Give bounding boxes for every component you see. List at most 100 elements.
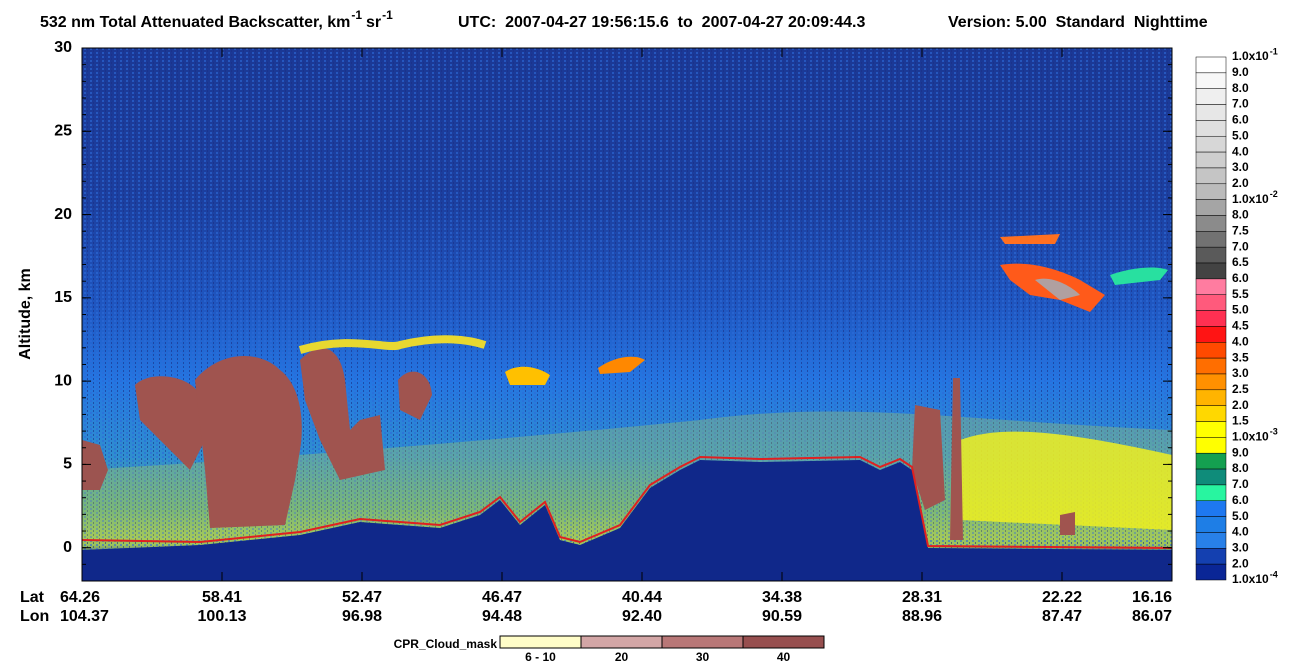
colorbar-label: 8.0 <box>1232 461 1249 475</box>
colorbar-band <box>1195 88 1227 105</box>
ground <box>82 460 1172 581</box>
lon-label: 92.40 <box>622 608 662 625</box>
colorbar-band <box>1195 326 1227 343</box>
cloud <box>912 405 945 510</box>
colorbar-band <box>1195 294 1227 311</box>
colorbar-band <box>1195 167 1227 185</box>
colorbar-label: 3.0 <box>1232 366 1249 380</box>
colorbar-label: 9.0 <box>1232 445 1249 459</box>
colorbar-label: 6.0 <box>1232 113 1249 127</box>
colorbar-label: 7.0 <box>1232 239 1249 253</box>
lat-label: 58.41 <box>202 589 242 606</box>
colorbar-band <box>1195 373 1227 391</box>
colorbar-band <box>1195 104 1227 121</box>
cpr-legend-title: CPR_Cloud_mask <box>394 637 498 651</box>
colorbar-band <box>1195 357 1227 375</box>
colorbar-band <box>1195 199 1227 216</box>
lon-label: 86.07 <box>1132 608 1172 625</box>
lat-label: 64.26 <box>60 589 100 606</box>
colorbar-band <box>1195 262 1227 280</box>
y-tick-label: 10 <box>54 372 72 389</box>
colorbar-band <box>1195 72 1227 89</box>
colorbar-label: 2.0 <box>1232 398 1249 412</box>
cirrus <box>598 356 645 374</box>
cirrus <box>298 335 487 354</box>
colorbar-label: 4.0 <box>1232 334 1249 348</box>
surface-line <box>82 455 1172 549</box>
lon-label: 94.48 <box>482 608 522 625</box>
colorbar-band <box>1195 278 1227 295</box>
colorbar-band <box>1195 484 1227 502</box>
colorbar-band <box>1195 563 1227 581</box>
colorbar-label: 1.0x10 <box>1232 49 1269 63</box>
y-tick-label: 5 <box>63 456 72 473</box>
colorbar-exponent: -1 <box>1270 46 1278 56</box>
colorbar-label: 9.0 <box>1232 65 1249 79</box>
colorbar-label: 1.5 <box>1232 414 1249 428</box>
colorbar-band <box>1195 151 1227 169</box>
colorbar-band <box>1195 342 1227 359</box>
colorbar-label: 4.0 <box>1232 144 1249 158</box>
cirrus <box>505 366 550 385</box>
colorbar-label: 5.0 <box>1232 303 1249 317</box>
lat-label: 16.16 <box>1132 589 1172 606</box>
y-axis-label: Altitude, km <box>17 268 34 360</box>
cpr-swatch <box>499 635 582 649</box>
colorbar-label: 4.5 <box>1232 319 1249 333</box>
cpr-swatch <box>742 635 825 649</box>
cpr-swatch <box>661 635 744 649</box>
lat-label: 28.31 <box>902 589 942 606</box>
high-cirrus <box>1000 234 1060 244</box>
colorbar-label: 7.0 <box>1232 477 1249 491</box>
colorbar-exponent: -4 <box>1270 569 1278 579</box>
title-superscript: -1 <box>382 8 393 22</box>
colorbar-label: 7.0 <box>1232 97 1249 111</box>
colorbar-label: 2.0 <box>1232 176 1249 190</box>
y-tick-label: 30 <box>54 39 72 56</box>
y-tick-label: 25 <box>54 123 72 140</box>
colorbar-exponent: -3 <box>1270 427 1278 437</box>
cloud <box>82 440 108 490</box>
colorbar-label: 2.5 <box>1232 382 1249 396</box>
y-tick-label: 15 <box>54 289 72 306</box>
colorbar-label: 8.0 <box>1232 81 1249 95</box>
colorbar-band <box>1195 421 1227 438</box>
cpr-label: 40 <box>777 650 791 664</box>
colorbar-label: 7.5 <box>1232 224 1249 238</box>
colorbar-label: 3.0 <box>1232 540 1249 554</box>
colorbar-band <box>1195 405 1227 422</box>
utc-range: UTC: 2007-04-27 19:56:15.6 to 2007-04-27… <box>458 14 865 31</box>
cloud <box>135 376 205 470</box>
lat-label: 22.22 <box>1042 589 1082 606</box>
colorbar-band <box>1195 468 1227 486</box>
curtain <box>82 48 1172 581</box>
colorbar-band <box>1195 532 1227 549</box>
colorbar-band <box>1195 183 1227 200</box>
cpr-label: 20 <box>615 650 629 664</box>
y-tick-label: 0 <box>63 539 72 556</box>
colorbar-band <box>1195 135 1227 153</box>
title-superscript: -1 <box>351 8 362 22</box>
cpr-swatch <box>580 635 663 649</box>
lon-heading: Lon <box>20 608 49 625</box>
cloud <box>398 371 432 420</box>
title-unit: sr <box>366 14 381 31</box>
lon-label: 104.37 <box>60 608 109 625</box>
colorbar-band <box>1195 548 1227 565</box>
colorbar-label: 1.0x10 <box>1232 192 1269 206</box>
colorbar-label: 5.0 <box>1232 128 1249 142</box>
lat-label: 34.38 <box>762 589 802 606</box>
colorbar-label: 1.0x10 <box>1232 430 1269 444</box>
lon-label: 90.59 <box>762 608 802 625</box>
colorbar-label: 6.0 <box>1232 271 1249 285</box>
colorbar-label: 5.0 <box>1232 509 1249 523</box>
cpr-label: 6 - 10 <box>525 650 556 664</box>
low-cloud <box>960 431 1172 530</box>
version: Version: 5.00 Standard Nighttime <box>948 14 1208 31</box>
colorbar-band <box>1195 437 1227 454</box>
cloud <box>300 348 385 480</box>
colorbar-band <box>1195 215 1227 232</box>
colorbar-band <box>1195 56 1227 74</box>
colorbar-label: 6.0 <box>1232 493 1249 507</box>
